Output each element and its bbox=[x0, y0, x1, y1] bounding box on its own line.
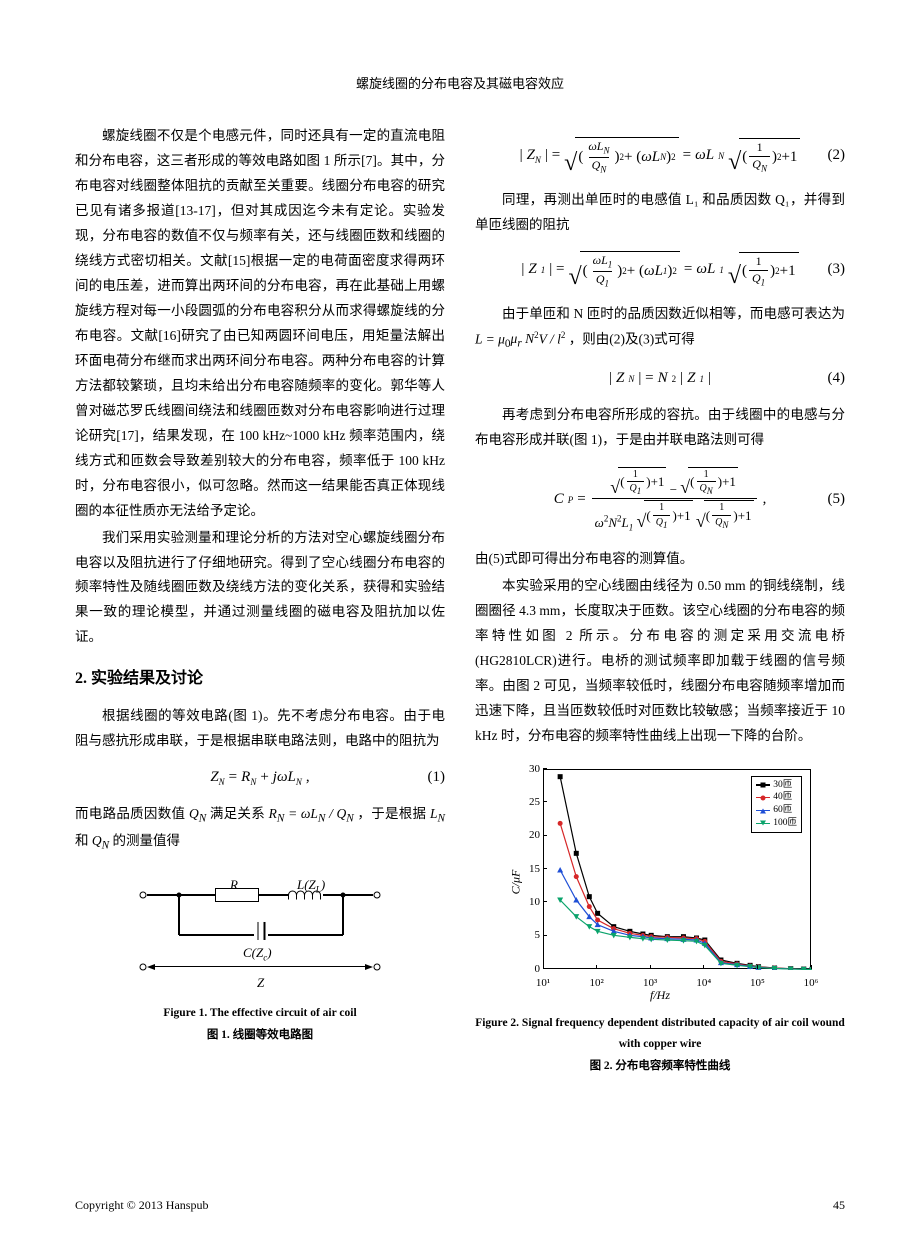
label-Z: Z bbox=[257, 971, 264, 995]
figure-2-caption-en: Figure 2. Signal frequency dependent dis… bbox=[475, 1013, 845, 1056]
section-2-heading: 2. 实验结果及讨论 bbox=[75, 664, 445, 694]
copyright-text: Copyright © 2013 Hanspub bbox=[75, 1194, 208, 1216]
paragraph-before-eq1: 根据线圈的等效电路(图 1)。先不考虑分布电容。由于电阻与感抗形成串联，于是根据… bbox=[75, 704, 445, 754]
right-column: |ZN| = √ (ωLNQN)2 + (ωLN)2 = ωLN √ (1QN)… bbox=[475, 124, 845, 1077]
running-head: 螺旋线圈的分布电容及其磁电容效应 bbox=[75, 72, 845, 96]
txt-d: 的测量值得 bbox=[109, 833, 180, 848]
eq3-number: (3) bbox=[828, 256, 846, 284]
eq5-number: (5) bbox=[828, 486, 846, 514]
label-C: C(Zc) bbox=[243, 941, 272, 966]
txt-a: 而电路品质因数值 bbox=[75, 806, 189, 821]
eq1-number: (1) bbox=[428, 764, 446, 792]
chart-plot-area: 30匝40匝60匝100匝 bbox=[543, 769, 811, 969]
two-column-body: 螺旋线圈不仅是个电感元件，同时还具有一定的直流电阻和分布电容，这三者形成的等效电… bbox=[75, 124, 845, 1077]
left-column: 螺旋线圈不仅是个电感元件，同时还具有一定的直流电阻和分布电容，这三者形成的等效电… bbox=[75, 124, 445, 1077]
page-footer: Copyright © 2013 Hanspub 45 bbox=[75, 1194, 845, 1216]
label-L: L(ZL) bbox=[297, 873, 325, 898]
paragraph-before-eq4: 由于单匝和 N 匝时的品质因数近似相等，而电感可表达为 L = μ0μr N2V… bbox=[475, 302, 845, 355]
eq4-number: (4) bbox=[828, 365, 846, 393]
figure-1-caption-en: Figure 1. The effective circuit of air c… bbox=[75, 1003, 445, 1024]
figure-2-chart: 30匝40匝60匝100匝 C/μF f/Hz 051015202530 10¹… bbox=[495, 757, 825, 1007]
txt2: ，则由(2)及(3)式可得 bbox=[565, 331, 694, 346]
paragraph-after-eq1: 而电路品质因数值 QN 满足关系 RN = ωLN / QN ，于是根据 LN … bbox=[75, 802, 445, 857]
intro-paragraph-2: 我们采用实验测量和理论分析的方法对空心螺旋线圈分布电容以及阻抗进行了仔细地研究。… bbox=[75, 526, 445, 651]
figure-1-caption-cn: 图 1. 线圈等效电路图 bbox=[75, 1025, 445, 1046]
paragraph-before-eq3: 同理，再测出单匝时的电感值 L₁ 和品质因数 Q₁，并得到单匝线圈的阻抗 bbox=[475, 188, 845, 238]
figure-2-caption-cn: 图 2. 分布电容频率特性曲线 bbox=[475, 1056, 845, 1077]
equation-3: |Z1| = √ (ωL1Q1)2 + (ωL1)2 = ωL1 √ (1Q1)… bbox=[475, 246, 845, 294]
experiment-paragraph: 本实验采用的空心线圈由线径为 0.50 mm 的铜线绕制，线圈圈径 4.3 mm… bbox=[475, 574, 845, 749]
page-number: 45 bbox=[833, 1194, 845, 1216]
paragraph-before-eq5: 再考虑到分布电容所形成的容抗。由于线圈中的电感与分布电容形成并联(图 1)，于是… bbox=[475, 403, 845, 453]
chart-legend: 30匝40匝60匝100匝 bbox=[751, 776, 802, 833]
txt: 由于单匝和 N 匝时的品质因数近似相等，而电感可表达为 bbox=[502, 306, 845, 321]
txt-c: ，于是根据 bbox=[354, 806, 430, 821]
eq2-number: (2) bbox=[828, 142, 846, 170]
chart-ylabel: C/μF bbox=[504, 869, 526, 894]
equation-1: ZN = RN + jωLN , (1) bbox=[75, 762, 445, 794]
paragraph-after-eq5: 由(5)式即可得出分布电容的测算值。 bbox=[475, 547, 845, 572]
equation-2: |ZN| = √ (ωLNQN)2 + (ωLN)2 = ωLN √ (1QN)… bbox=[475, 132, 845, 180]
equation-5: CP = √ (1Q1)+1 − √ (1QN)+1 ω2N2L1 √ bbox=[475, 461, 845, 539]
intro-paragraph-1: 螺旋线圈不仅是个电感元件，同时还具有一定的直流电阻和分布电容，这三者形成的等效电… bbox=[75, 124, 445, 524]
txt-b: 满足关系 bbox=[206, 806, 268, 821]
equation-4: |ZN| = N2 |Z1| (4) bbox=[475, 363, 845, 395]
figure-1-circuit: R L(ZL) C(Zc) Z bbox=[135, 875, 385, 995]
label-R: R bbox=[230, 873, 238, 897]
